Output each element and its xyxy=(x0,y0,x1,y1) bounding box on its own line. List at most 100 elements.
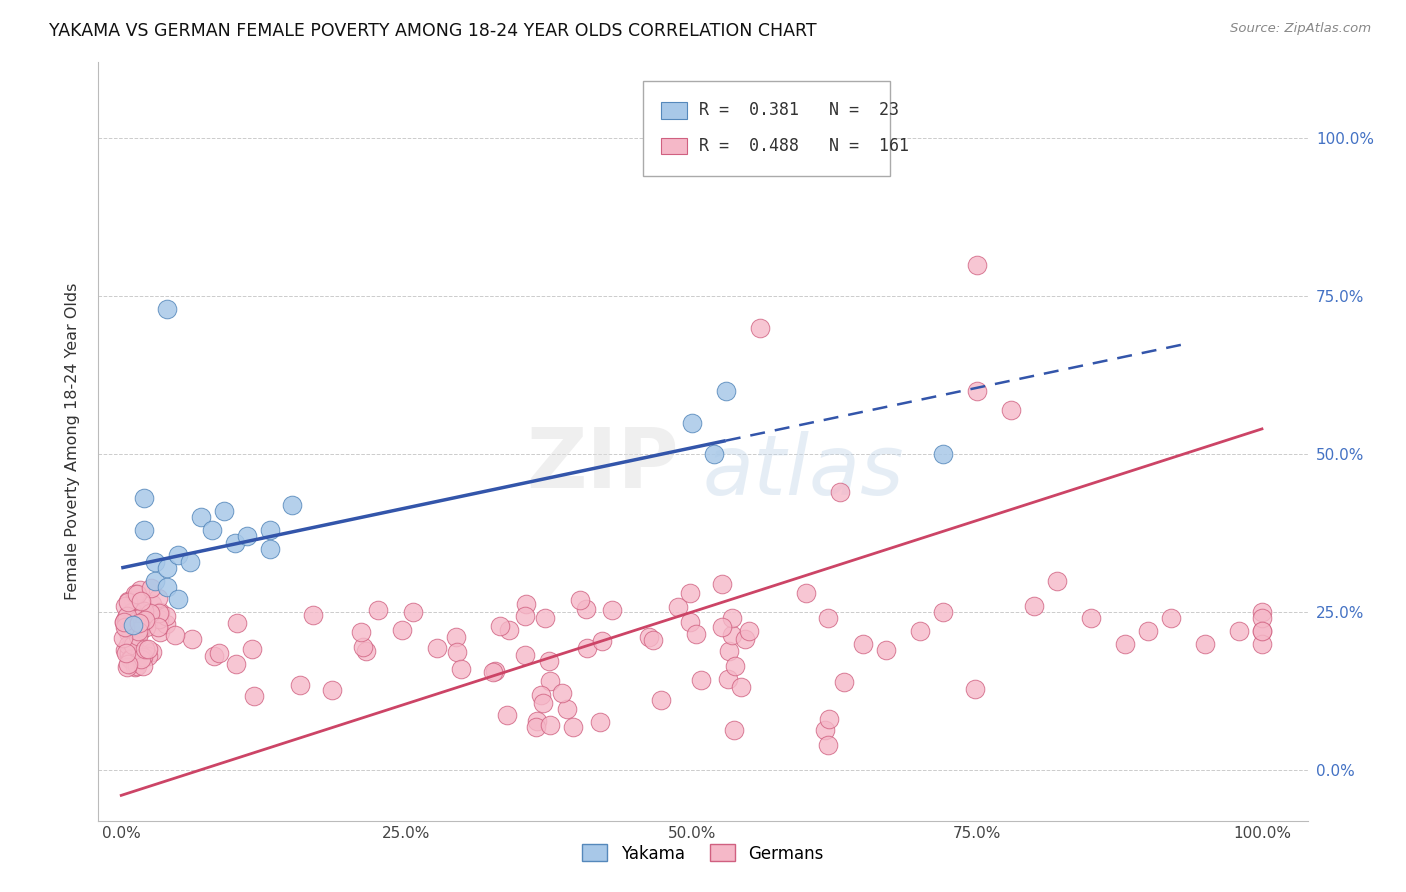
Point xyxy=(118,648,141,662)
Point xyxy=(574,601,596,615)
Point xyxy=(484,664,506,678)
Point xyxy=(1114,637,1136,651)
Point xyxy=(122,592,145,607)
Point xyxy=(724,658,747,673)
Point xyxy=(446,644,468,658)
Point xyxy=(141,597,163,611)
Point xyxy=(817,738,839,752)
Point xyxy=(1227,624,1250,639)
Point xyxy=(723,723,745,737)
Point xyxy=(721,611,744,625)
Point xyxy=(259,523,281,537)
Point xyxy=(240,642,263,657)
Point xyxy=(749,320,772,334)
Text: R =  0.381   N =  23: R = 0.381 N = 23 xyxy=(699,101,900,120)
Point xyxy=(114,643,136,657)
Point xyxy=(721,628,744,642)
Point xyxy=(132,658,155,673)
Point xyxy=(555,702,578,716)
Y-axis label: Female Poverty Among 18-24 Year Olds: Female Poverty Among 18-24 Year Olds xyxy=(65,283,80,600)
Point xyxy=(526,714,548,728)
Point xyxy=(132,649,155,664)
Point xyxy=(134,607,156,622)
Text: ZIP: ZIP xyxy=(526,424,679,505)
Point xyxy=(148,606,170,620)
Point xyxy=(145,555,167,569)
Point xyxy=(794,586,817,600)
Point xyxy=(259,541,281,556)
Point xyxy=(281,498,304,512)
Point xyxy=(302,608,325,623)
Point xyxy=(288,678,311,692)
Point xyxy=(120,651,142,665)
Point xyxy=(814,723,837,737)
Point xyxy=(146,620,169,634)
Point xyxy=(180,632,202,647)
Point xyxy=(643,633,665,648)
Point xyxy=(562,720,585,734)
Point xyxy=(129,651,152,665)
Point xyxy=(1022,599,1045,613)
Point xyxy=(591,634,613,648)
FancyBboxPatch shape xyxy=(661,102,688,119)
Point xyxy=(352,640,374,654)
Point xyxy=(1136,624,1159,639)
Point xyxy=(121,637,143,651)
Point xyxy=(931,605,953,619)
Point xyxy=(155,609,177,624)
Point xyxy=(117,625,139,640)
Point xyxy=(350,625,373,640)
Point xyxy=(963,681,986,696)
Point xyxy=(714,384,737,398)
Point xyxy=(163,628,186,642)
Point xyxy=(679,615,702,629)
Point xyxy=(167,592,190,607)
Point xyxy=(115,608,138,623)
Point xyxy=(111,631,134,645)
Point xyxy=(966,384,988,398)
Point xyxy=(526,720,548,734)
Point xyxy=(515,597,537,611)
Point xyxy=(832,674,855,689)
Point xyxy=(450,663,472,677)
Point xyxy=(589,714,612,729)
Point xyxy=(537,654,560,668)
Point xyxy=(118,621,141,635)
Point xyxy=(515,648,537,662)
Point xyxy=(156,580,179,594)
Point xyxy=(190,510,212,524)
Point xyxy=(224,535,246,549)
Point xyxy=(139,581,162,595)
Point xyxy=(121,617,143,632)
Point xyxy=(538,673,561,688)
Point xyxy=(135,614,157,628)
Point xyxy=(391,623,413,637)
Point xyxy=(148,625,170,640)
Point xyxy=(114,620,136,634)
Point xyxy=(568,593,591,607)
Point xyxy=(122,638,145,652)
Point xyxy=(828,485,851,500)
Point xyxy=(156,561,179,575)
Point xyxy=(117,595,139,609)
Point xyxy=(679,586,702,600)
Point xyxy=(202,648,225,663)
Point xyxy=(685,627,707,641)
Point xyxy=(212,504,235,518)
Point xyxy=(575,640,598,655)
Point xyxy=(235,529,257,543)
Point xyxy=(875,643,897,657)
Point xyxy=(132,523,155,537)
Point xyxy=(737,624,759,639)
Point xyxy=(208,646,231,660)
Point xyxy=(1080,611,1102,625)
Point xyxy=(711,577,734,591)
Point xyxy=(201,523,224,537)
Point xyxy=(127,628,149,642)
Point xyxy=(717,644,740,658)
Legend: Yakama, Germans: Yakama, Germans xyxy=(576,838,830,869)
Point xyxy=(128,615,150,630)
Point xyxy=(179,555,201,569)
Point xyxy=(124,613,146,627)
Point xyxy=(129,610,152,624)
